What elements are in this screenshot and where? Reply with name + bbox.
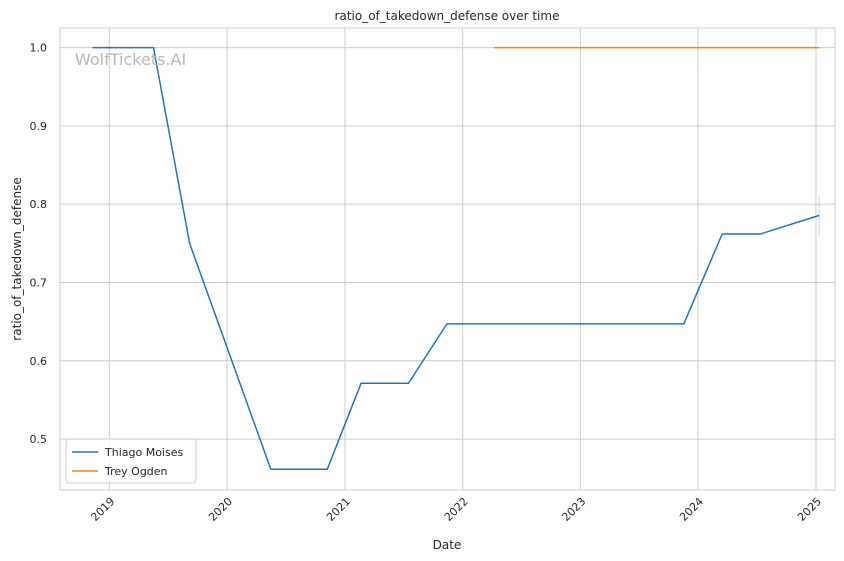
y-axis-title: ratio_of_takedown_defense: [10, 177, 24, 340]
x-axis-title: Date: [433, 538, 462, 552]
legend-label-trey-ogden: Trey Ogden: [104, 465, 168, 478]
y-tick-label-0-7: 0.7: [30, 276, 48, 289]
plot-frame: [59, 27, 836, 491]
y-tick-label-0-9: 0.9: [30, 120, 48, 133]
y-tick-label-0-6: 0.6: [30, 355, 48, 368]
chart-title: ratio_of_takedown_defense over time: [335, 9, 560, 23]
legend: Thiago Moises Trey Ogden: [65, 438, 197, 484]
legend-box: [65, 438, 197, 484]
y-tick-label-1-0: 1.0: [30, 42, 48, 55]
y-tick-label-0-5: 0.5: [30, 433, 48, 446]
y-tick-labels: 0.5 0.6 0.7 0.8 0.9 1.0: [30, 42, 48, 447]
series-layer: [92, 46, 820, 470]
series-line-thiago-moises: [92, 46, 820, 470]
legend-label-thiago-moises: Thiago Moises: [104, 446, 183, 459]
y-tick-label-0-8: 0.8: [30, 198, 48, 211]
watermark-text: WolfTickets.AI: [75, 50, 186, 69]
